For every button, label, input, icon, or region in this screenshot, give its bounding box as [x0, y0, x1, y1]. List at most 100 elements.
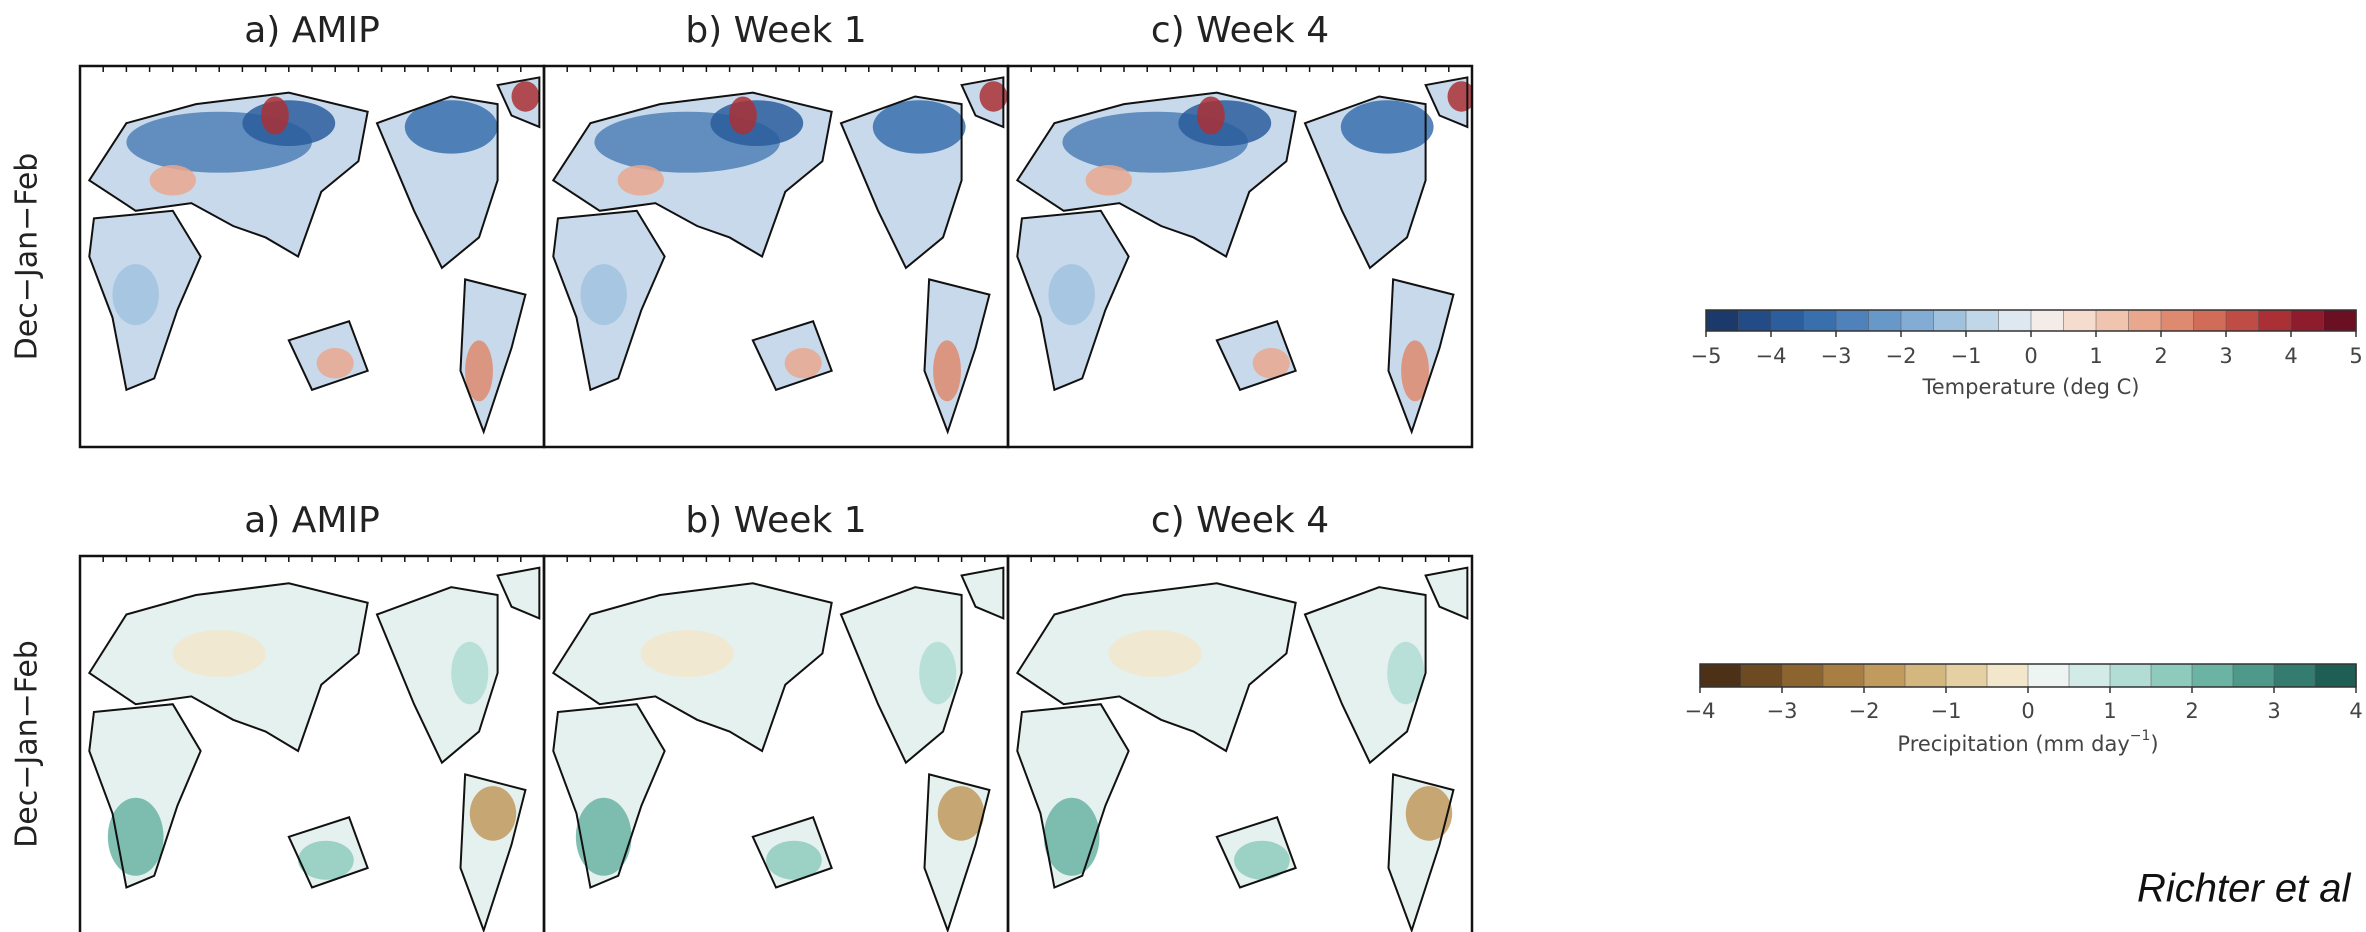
coastline: [1215, 816, 1297, 889]
coastline: [459, 278, 527, 435]
anomaly: [242, 100, 336, 147]
colorbar-tick-label: −2: [1849, 699, 1880, 723]
land: [840, 587, 962, 763]
colorbar-tick-label: −1: [1931, 699, 1962, 723]
coastline: [839, 95, 963, 270]
colorbar-segment: [1904, 663, 1947, 688]
colorbar-segment: [2290, 309, 2325, 332]
coastline: [1303, 586, 1427, 765]
coastline: [960, 566, 1005, 620]
coastline: [1015, 91, 1297, 258]
anomaly: [469, 786, 517, 841]
coastline: [751, 816, 833, 889]
colorbar-tick-label: 4: [2284, 344, 2297, 368]
anomaly: [933, 340, 961, 402]
colorbar-tick-label: 3: [2219, 344, 2232, 368]
anomaly: [172, 630, 266, 677]
anomaly: [937, 786, 985, 841]
anomaly: [640, 630, 734, 677]
panel-title: c) Week 4: [1151, 500, 1329, 541]
colorbar-segment: [2160, 309, 2195, 332]
land: [89, 704, 201, 888]
credit: Richter et al: [2137, 867, 2352, 911]
colorbar-segment: [2191, 663, 2234, 688]
colorbar-segment: [1945, 663, 1988, 688]
colorbar-tick-label: −3: [1821, 344, 1852, 368]
map-panel: [78, 554, 546, 932]
land: [497, 567, 540, 619]
coastline: [1387, 278, 1455, 435]
land: [1017, 704, 1129, 888]
coastline: [923, 278, 991, 435]
colorbar-segment: [1803, 309, 1837, 332]
anomaly: [1085, 165, 1133, 196]
coastline: [375, 95, 499, 270]
colorbar-segment: [2030, 309, 2065, 332]
colorbar-segment: [2314, 663, 2357, 688]
coastline: [1015, 582, 1297, 753]
coastline: [1387, 773, 1455, 932]
anomaly: [617, 165, 664, 196]
anomaly: [316, 347, 354, 379]
anomaly: [784, 347, 822, 379]
land: [1304, 587, 1426, 763]
coastline: [88, 703, 202, 889]
coastline: [552, 209, 666, 392]
coastline: [1016, 209, 1130, 392]
colorbar-segment: [2095, 309, 2130, 332]
anomaly: [1196, 96, 1225, 135]
map: [551, 76, 1008, 435]
coastline: [960, 76, 1005, 129]
anomaly: [1252, 347, 1290, 379]
colorbar-label: Precipitation (mm day−1): [1897, 728, 2158, 756]
colorbar-segment: [2027, 663, 2070, 688]
anomaly: [298, 840, 354, 880]
colorbar-tick-label: 0: [2021, 699, 2034, 723]
coastline: [1424, 76, 1469, 129]
coastline: [87, 91, 369, 258]
colorbar-segment: [1835, 309, 1870, 332]
anomaly: [1234, 840, 1290, 880]
colorbar-label: Temperature (deg C): [1921, 375, 2139, 399]
row-label: Dec−Jan−Feb: [10, 640, 45, 848]
anomaly: [1340, 100, 1434, 154]
colorbar-segment: [2232, 663, 2275, 688]
coastline: [88, 209, 202, 392]
colorbar-segment: [2128, 309, 2162, 332]
anomaly: [979, 81, 1008, 112]
colorbar-segment: [1738, 309, 1772, 332]
land: [961, 567, 1004, 619]
map-panel: [1006, 554, 1474, 932]
coastline: [287, 816, 369, 889]
anomaly: [149, 165, 196, 196]
map: [1015, 76, 1472, 435]
colorbar-tick-label: −4: [1685, 699, 1716, 723]
colorbar-tick-label: −2: [1886, 344, 1917, 368]
anomaly: [1043, 797, 1100, 876]
colorbar-segment: [2258, 309, 2292, 332]
colorbar-segment: [2323, 309, 2357, 332]
colorbar-tick-label: 5: [2349, 344, 2362, 368]
anomaly: [511, 81, 540, 112]
colorbar-tick-label: 4: [2349, 699, 2362, 723]
colorbar-segment: [1965, 309, 2000, 332]
colorbar-segment: [2068, 663, 2111, 688]
colorbar-segment: [1868, 309, 1902, 332]
anomaly: [107, 797, 164, 876]
anomaly: [1048, 264, 1095, 326]
coastline: [839, 586, 963, 765]
anomaly: [1405, 786, 1453, 841]
coastline: [375, 586, 499, 765]
colorbar-segment: [2150, 663, 2193, 688]
coastline: [496, 76, 541, 129]
colorbar-segment: [1998, 309, 2032, 332]
anomaly: [465, 340, 493, 402]
label-superscript: −1: [2130, 728, 2151, 744]
colorbar-segment: [2063, 309, 2097, 332]
colorbar-tick-label: 1: [2103, 699, 2116, 723]
label-text: Temperature (deg C): [1921, 375, 2139, 399]
map-panel: [542, 64, 1010, 449]
coastline: [496, 566, 541, 620]
map-panel: [1006, 64, 1474, 449]
